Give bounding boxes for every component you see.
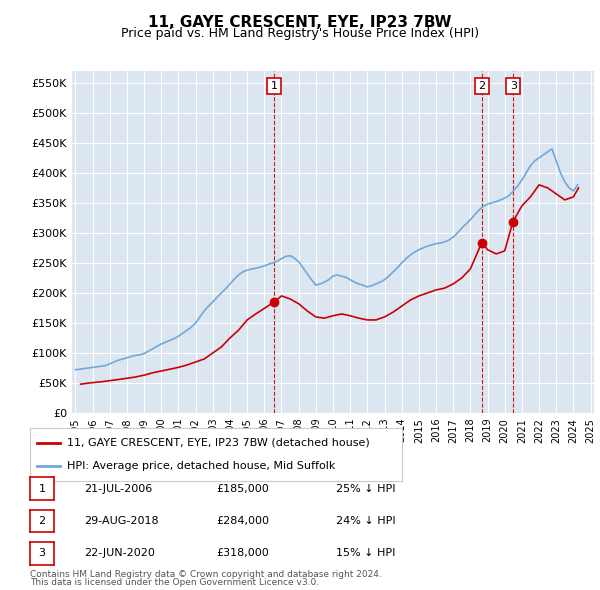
Text: 2: 2 [478, 81, 485, 91]
Text: 3: 3 [510, 81, 517, 91]
Text: This data is licensed under the Open Government Licence v3.0.: This data is licensed under the Open Gov… [30, 578, 319, 587]
Text: 22-JUN-2020: 22-JUN-2020 [84, 549, 155, 558]
Text: 25% ↓ HPI: 25% ↓ HPI [336, 484, 395, 493]
Text: 24% ↓ HPI: 24% ↓ HPI [336, 516, 395, 526]
Text: 3: 3 [38, 549, 46, 558]
Text: Contains HM Land Registry data © Crown copyright and database right 2024.: Contains HM Land Registry data © Crown c… [30, 571, 382, 579]
Text: Price paid vs. HM Land Registry's House Price Index (HPI): Price paid vs. HM Land Registry's House … [121, 27, 479, 40]
Text: 29-AUG-2018: 29-AUG-2018 [84, 516, 158, 526]
Text: 15% ↓ HPI: 15% ↓ HPI [336, 549, 395, 558]
Text: £318,000: £318,000 [216, 549, 269, 558]
Text: 11, GAYE CRESCENT, EYE, IP23 7BW: 11, GAYE CRESCENT, EYE, IP23 7BW [148, 15, 452, 30]
Text: 1: 1 [271, 81, 278, 91]
Text: £185,000: £185,000 [216, 484, 269, 493]
Text: 21-JUL-2006: 21-JUL-2006 [84, 484, 152, 493]
Text: 2: 2 [38, 516, 46, 526]
Text: 11, GAYE CRESCENT, EYE, IP23 7BW (detached house): 11, GAYE CRESCENT, EYE, IP23 7BW (detach… [67, 438, 370, 448]
Text: HPI: Average price, detached house, Mid Suffolk: HPI: Average price, detached house, Mid … [67, 461, 335, 471]
Text: 1: 1 [38, 484, 46, 493]
Text: £284,000: £284,000 [216, 516, 269, 526]
